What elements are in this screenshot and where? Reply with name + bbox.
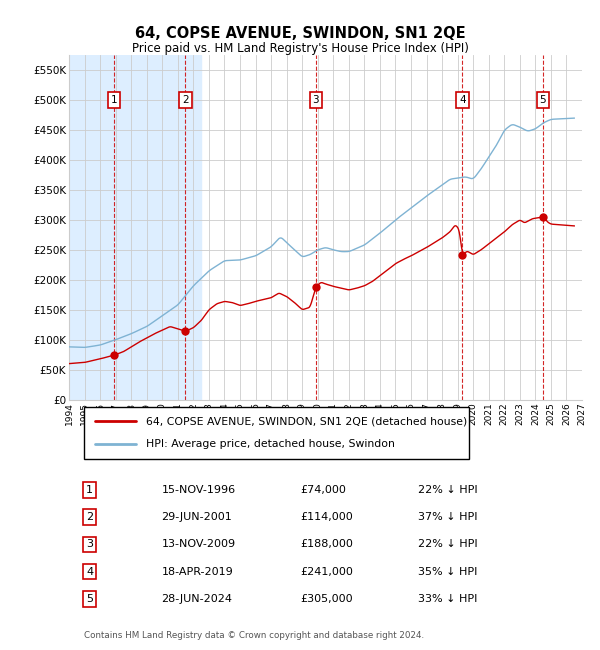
Text: HPI: Average price, detached house, Swindon: HPI: Average price, detached house, Swin… <box>146 439 395 449</box>
Text: 5: 5 <box>86 594 93 604</box>
Text: 35% ↓ HPI: 35% ↓ HPI <box>418 567 477 577</box>
Text: 15-NOV-1996: 15-NOV-1996 <box>161 485 235 495</box>
Text: 2: 2 <box>182 95 189 105</box>
Text: 3: 3 <box>86 540 93 549</box>
Text: 22% ↓ HPI: 22% ↓ HPI <box>418 540 478 549</box>
Text: £188,000: £188,000 <box>300 540 353 549</box>
Text: 1: 1 <box>86 485 93 495</box>
Text: 29-JUN-2001: 29-JUN-2001 <box>161 512 232 522</box>
Text: 1: 1 <box>110 95 117 105</box>
Text: 2: 2 <box>86 512 93 522</box>
Text: £241,000: £241,000 <box>300 567 353 577</box>
Text: 5: 5 <box>539 95 546 105</box>
Text: 37% ↓ HPI: 37% ↓ HPI <box>418 512 478 522</box>
Text: 18-APR-2019: 18-APR-2019 <box>161 567 233 577</box>
Text: £305,000: £305,000 <box>300 594 352 604</box>
Text: Price paid vs. HM Land Registry's House Price Index (HPI): Price paid vs. HM Land Registry's House … <box>131 42 469 55</box>
Text: 64, COPSE AVENUE, SWINDON, SN1 2QE (detached house): 64, COPSE AVENUE, SWINDON, SN1 2QE (deta… <box>146 416 467 426</box>
Text: Contains HM Land Registry data © Crown copyright and database right 2024.: Contains HM Land Registry data © Crown c… <box>85 631 425 640</box>
Text: 13-NOV-2009: 13-NOV-2009 <box>161 540 235 549</box>
Text: 4: 4 <box>459 95 466 105</box>
Text: 64, COPSE AVENUE, SWINDON, SN1 2QE: 64, COPSE AVENUE, SWINDON, SN1 2QE <box>134 26 466 41</box>
Text: 3: 3 <box>313 95 319 105</box>
Text: 28-JUN-2024: 28-JUN-2024 <box>161 594 232 604</box>
FancyBboxPatch shape <box>85 407 469 459</box>
Text: 4: 4 <box>86 567 93 577</box>
Text: £114,000: £114,000 <box>300 512 353 522</box>
Text: 33% ↓ HPI: 33% ↓ HPI <box>418 594 477 604</box>
Bar <box>69 55 201 400</box>
Text: 22% ↓ HPI: 22% ↓ HPI <box>418 485 478 495</box>
Text: £74,000: £74,000 <box>300 485 346 495</box>
